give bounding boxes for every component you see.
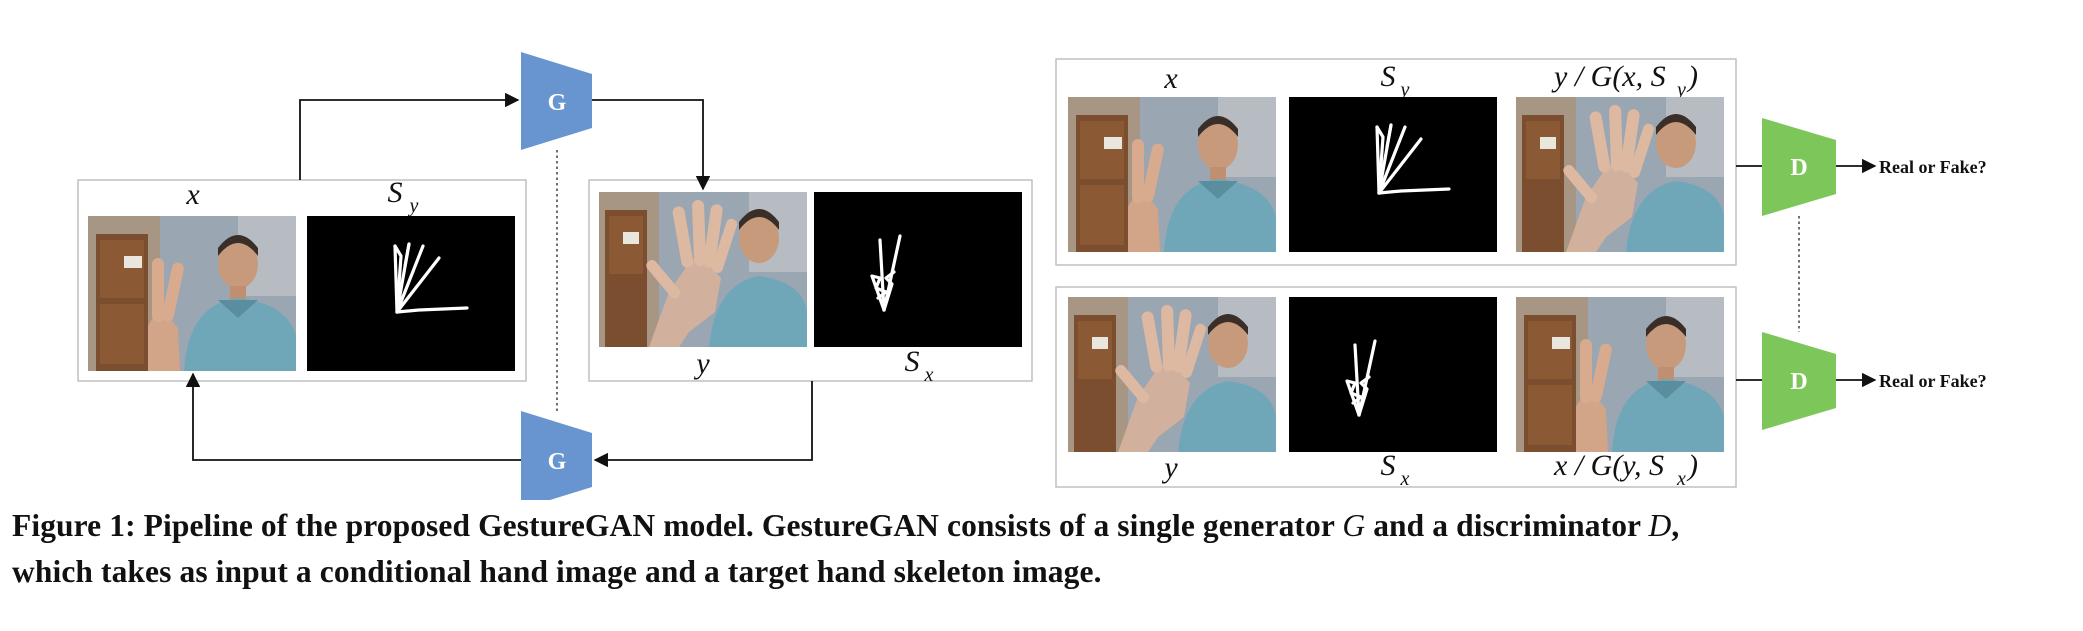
middle-skeleton-label: S bbox=[905, 345, 920, 378]
open-hand-skeleton-image bbox=[1289, 97, 1497, 252]
discriminator-top-output-label: Real or Fake? bbox=[1879, 157, 1987, 177]
caption-generator-symbol: G bbox=[1342, 508, 1366, 543]
right-bottom-output-label-end: ) bbox=[1686, 449, 1698, 482]
right-top-output-label-sub: y bbox=[1675, 79, 1686, 101]
left-skeleton-label: S bbox=[388, 176, 403, 209]
caption-prefix: Figure 1: Pipeline of the proposed Gestu… bbox=[12, 508, 1343, 543]
peace-sign-skeleton-image bbox=[814, 192, 1022, 347]
caption-mid: and a discriminator bbox=[1365, 508, 1649, 543]
person-peace-sign-photo bbox=[1516, 297, 1724, 452]
generator-label-bottom: G bbox=[548, 449, 567, 475]
right-bottom-output-label: x / G(y, S bbox=[1553, 449, 1664, 482]
right-bottom-output-label-sub: x bbox=[1676, 468, 1686, 490]
middle-image-label: y bbox=[693, 347, 710, 380]
arrow-middle-to-generator bbox=[593, 381, 813, 468]
open-hand-skeleton-image bbox=[307, 216, 515, 371]
person-peace-sign-photo bbox=[1068, 97, 1276, 252]
generator-block-top bbox=[521, 52, 592, 150]
caption-discriminator-symbol: D bbox=[1648, 508, 1672, 543]
right-bottom-skeleton-label: S bbox=[1381, 449, 1396, 482]
right-top-skeleton-label: S bbox=[1381, 60, 1396, 93]
middle-skeleton-label-sub: x bbox=[924, 364, 934, 386]
arrow-generator-to-left bbox=[185, 372, 521, 461]
person-open-hand-photo bbox=[1516, 97, 1724, 252]
person-open-hand-photo bbox=[1068, 297, 1276, 452]
caption-line-2: which takes as input a conditional hand … bbox=[12, 554, 1102, 589]
generator-block-bottom bbox=[521, 411, 592, 500]
right-top-skeleton-label-sub: y bbox=[1399, 79, 1410, 101]
discriminator-label-top: D bbox=[1790, 155, 1807, 181]
left-image-label: x bbox=[185, 178, 200, 211]
right-top-output-label-end: ) bbox=[1686, 60, 1698, 93]
caption-suffix: , bbox=[1671, 508, 1680, 543]
right-bottom-skeleton-label-sub: x bbox=[1400, 468, 1410, 490]
person-open-hand-photo bbox=[599, 192, 807, 347]
discriminator-bottom-output-label: Real or Fake? bbox=[1879, 371, 1987, 391]
gesturegan-pipeline-diagram: x S y y S x G G x S y y / G(x, S y ) y S… bbox=[77, 52, 1987, 500]
left-skeleton-label-sub: y bbox=[408, 195, 419, 217]
person-peace-sign-photo bbox=[88, 216, 296, 371]
pipeline-arrows bbox=[185, 92, 813, 468]
discriminator-block-top bbox=[1762, 118, 1836, 216]
peace-sign-skeleton-image bbox=[1289, 297, 1497, 452]
right-top-image-label: x bbox=[1163, 62, 1178, 95]
right-bottom-image-label: y bbox=[1161, 451, 1178, 484]
right-top-output-label: y / G(x, S bbox=[1551, 60, 1666, 93]
figure-caption: Figure 1: Pipeline of the proposed Gestu… bbox=[12, 503, 2080, 595]
discriminator-block-bottom bbox=[1762, 332, 1836, 430]
generator-label-top: G bbox=[548, 90, 567, 116]
arrow-left-to-generator bbox=[299, 92, 520, 180]
arrow-generator-to-middle bbox=[592, 99, 711, 191]
discriminator-label-bottom: D bbox=[1790, 369, 1807, 395]
